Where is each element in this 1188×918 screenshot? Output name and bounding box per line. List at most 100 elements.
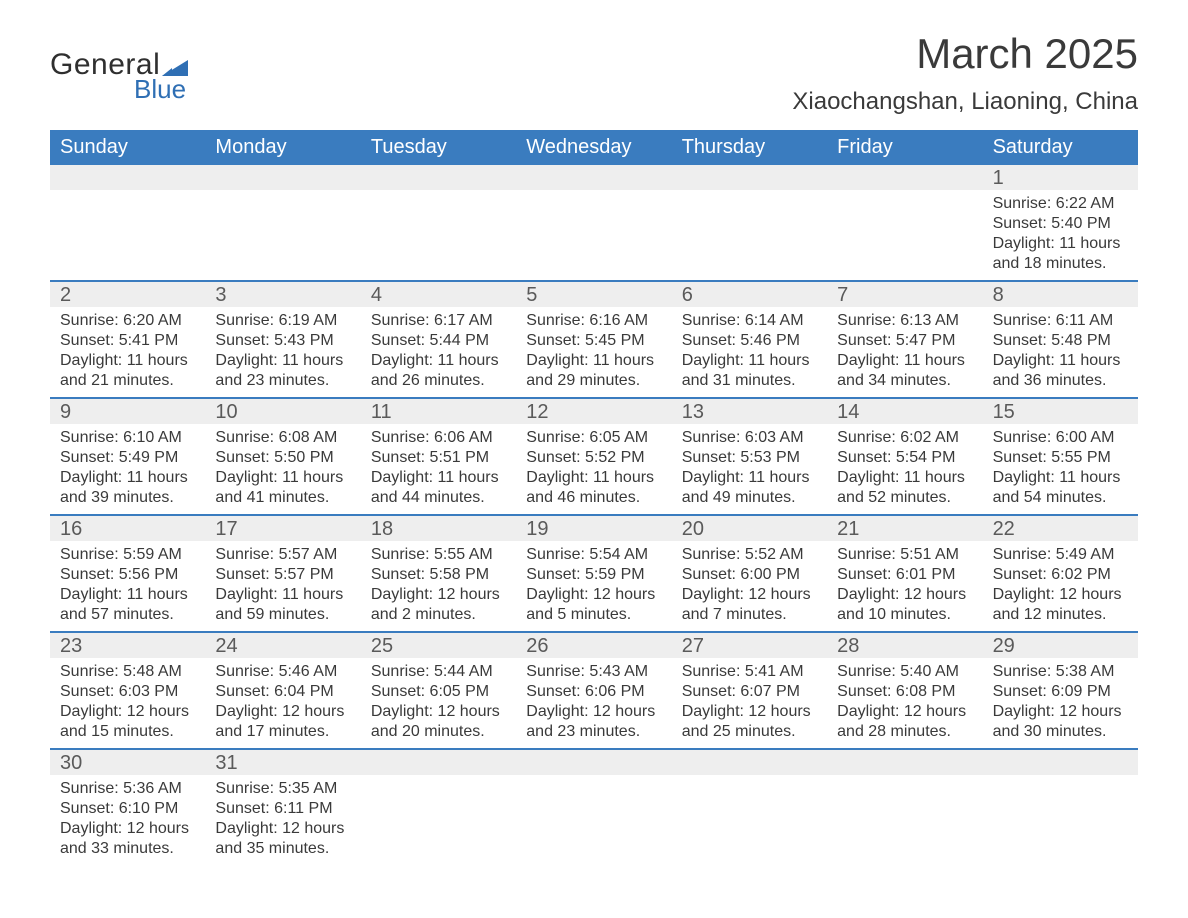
day-cell: Sunrise: 5:44 AMSunset: 6:05 PMDaylight:… (361, 658, 516, 748)
dow-saturday: Saturday (983, 130, 1138, 165)
brand-text-blue: Blue (134, 74, 186, 105)
day-number: 25 (361, 633, 516, 658)
day-cell: Sunrise: 6:14 AMSunset: 5:46 PMDaylight:… (672, 307, 827, 397)
day-number: 30 (50, 750, 205, 775)
day-cell: Sunrise: 6:13 AMSunset: 5:47 PMDaylight:… (827, 307, 982, 397)
day-sunset: Sunset: 5:59 PM (526, 565, 661, 585)
day-sunrise: Sunrise: 5:43 AM (526, 662, 661, 682)
day-number: 1 (983, 165, 1138, 190)
day-sunrise: Sunrise: 6:20 AM (60, 311, 195, 331)
day-number: 20 (672, 516, 827, 541)
daynum-band: 23242526272829 (50, 631, 1138, 658)
day-number: 10 (205, 399, 360, 424)
day-number: 11 (361, 399, 516, 424)
day-sunset: Sunset: 6:09 PM (993, 682, 1128, 702)
day-daylight1: Daylight: 11 hours (993, 351, 1128, 371)
day-number: 15 (983, 399, 1138, 424)
day-cell: Sunrise: 6:11 AMSunset: 5:48 PMDaylight:… (983, 307, 1138, 397)
day-sunrise: Sunrise: 6:19 AM (215, 311, 350, 331)
day-number: 8 (983, 282, 1138, 307)
day-daylight1: Daylight: 12 hours (371, 702, 506, 722)
header: General Blue March 2025 Xiaochangshan, L… (50, 30, 1138, 116)
day-cell (983, 775, 1138, 865)
day-number (50, 165, 205, 190)
day-daylight2: and 36 minutes. (993, 371, 1128, 391)
day-cell (672, 775, 827, 865)
calendar-table: Sunday Monday Tuesday Wednesday Thursday… (50, 130, 1138, 865)
day-cell (361, 775, 516, 865)
day-number: 3 (205, 282, 360, 307)
content-band: Sunrise: 6:20 AMSunset: 5:41 PM Daylight:… (50, 307, 1138, 397)
day-daylight2: and 52 minutes. (837, 488, 972, 508)
day-daylight2: and 49 minutes. (682, 488, 817, 508)
day-sunrise: Sunrise: 5:38 AM (993, 662, 1128, 682)
day-daylight1: Daylight: 11 hours (993, 234, 1128, 254)
day-sunrise: Sunrise: 6:10 AM (60, 428, 195, 448)
day-sunset: Sunset: 6:06 PM (526, 682, 661, 702)
daynum-band: 2345678 (50, 280, 1138, 307)
calendar-week-row: 23242526272829Sunrise: 5:48 AMSunset: 6:… (50, 631, 1138, 748)
day-daylight1: Daylight: 12 hours (993, 585, 1128, 605)
day-sunset: Sunset: 5:44 PM (371, 331, 506, 351)
day-cell (827, 775, 982, 865)
day-number: 21 (827, 516, 982, 541)
day-cell (205, 190, 360, 280)
daynum-band: 3031 (50, 748, 1138, 775)
day-cell: Sunrise: 5:38 AMSunset: 6:09 PMDaylight:… (983, 658, 1138, 748)
day-cell: Sunrise: 6:00 AMSunset: 5:55 PMDaylight:… (983, 424, 1138, 514)
day-sunset: Sunset: 5:52 PM (526, 448, 661, 468)
brand-triangle-icon (162, 54, 188, 76)
calendar-week-row: 2345678 Sunrise: 6:20 AMSunset: 5:41 PM Da… (50, 280, 1138, 397)
dow-thursday: Thursday (672, 130, 827, 165)
day-sunrise: Sunrise: 6:16 AM (526, 311, 661, 331)
day-sunrise: Sunrise: 6:13 AM (837, 311, 972, 331)
day-sunrise: Sunrise: 5:40 AM (837, 662, 972, 682)
day-sunset: Sunset: 6:07 PM (682, 682, 817, 702)
day-cell: Sunrise: 6:10 AMSunset: 5:49 PMDaylight:… (50, 424, 205, 514)
content-band: Sunrise: 6:10 AMSunset: 5:49 PMDaylight:… (50, 424, 1138, 514)
day-daylight2: and 20 minutes. (371, 722, 506, 742)
day-daylight1: Daylight: 11 hours (682, 351, 817, 371)
day-number: 2 (50, 282, 205, 307)
day-cell: Sunrise: 5:35 AMSunset: 6:11 PMDaylight:… (205, 775, 360, 865)
day-sunset: Sunset: 5:46 PM (682, 331, 817, 351)
day-daylight2: and 23 minutes. (526, 722, 661, 742)
day-cell: Sunrise: 5:40 AMSunset: 6:08 PMDaylight:… (827, 658, 982, 748)
day-daylight2: and 59 minutes. (215, 605, 350, 625)
day-sunset: Sunset: 5:51 PM (371, 448, 506, 468)
day-sunrise: Sunrise: 6:08 AM (215, 428, 350, 448)
day-number: 6 (672, 282, 827, 307)
day-daylight1: Daylight: 11 hours (526, 468, 661, 488)
day-daylight2: and 35 minutes. (215, 839, 350, 859)
day-sunrise: Sunrise: 5:41 AM (682, 662, 817, 682)
day-number: 12 (516, 399, 671, 424)
day-sunrise: Sunrise: 5:55 AM (371, 545, 506, 565)
day-daylight2: and 17 minutes. (215, 722, 350, 742)
day-sunrise: Sunrise: 5:46 AM (215, 662, 350, 682)
day-daylight1: Daylight: 12 hours (682, 702, 817, 722)
dow-tuesday: Tuesday (361, 130, 516, 165)
day-daylight1: Daylight: 11 hours (526, 351, 661, 371)
day-sunrise: Sunrise: 6:11 AM (993, 311, 1128, 331)
day-daylight1: Daylight: 12 hours (215, 819, 350, 839)
day-cell: Sunrise: 5:36 AMSunset: 6:10 PMDaylight:… (50, 775, 205, 865)
day-sunrise: Sunrise: 5:59 AM (60, 545, 195, 565)
day-daylight1: Daylight: 12 hours (837, 585, 972, 605)
day-number: 16 (50, 516, 205, 541)
day-cell (516, 190, 671, 280)
calendar-week-row: 1Sunrise: 6:22 AMSunset: 5:40 PMDaylight… (50, 165, 1138, 280)
day-cell (50, 190, 205, 280)
day-cell: Sunrise: 6:05 AMSunset: 5:52 PMDaylight:… (516, 424, 671, 514)
day-sunrise: Sunrise: 6:17 AM (371, 311, 506, 331)
day-daylight2: and 39 minutes. (60, 488, 195, 508)
day-number (827, 165, 982, 190)
day-sunset: Sunset: 6:00 PM (682, 565, 817, 585)
day-daylight2: and 34 minutes. (837, 371, 972, 391)
day-sunset: Sunset: 5:53 PM (682, 448, 817, 468)
day-cell: Sunrise: 6:08 AMSunset: 5:50 PMDaylight:… (205, 424, 360, 514)
daynum-band: 1 (50, 165, 1138, 190)
day-sunset: Sunset: 5:41 PM (60, 331, 195, 351)
day-sunrise: Sunrise: 5:52 AM (682, 545, 817, 565)
day-daylight1: Daylight: 12 hours (993, 702, 1128, 722)
day-sunset: Sunset: 6:01 PM (837, 565, 972, 585)
